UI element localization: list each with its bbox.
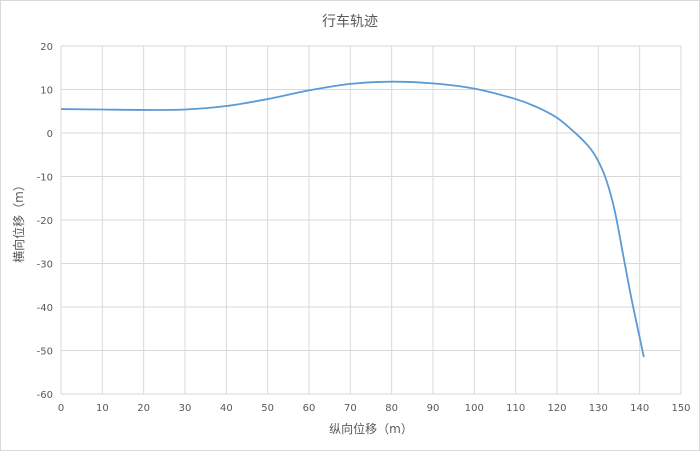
x-tick-label: 120 [547, 403, 566, 414]
x-tick-label: 20 [137, 403, 150, 414]
x-tick-label: 30 [179, 403, 192, 414]
x-tick-label: 90 [427, 403, 440, 414]
grid-layer [60, 45, 682, 395]
series-line [60, 80, 645, 358]
x-tick-label: 110 [506, 403, 525, 414]
x-tick-label: 130 [589, 403, 608, 414]
y-tick-label: -60 [37, 390, 53, 401]
x-tick-label: 60 [303, 403, 316, 414]
y-tick-label: -20 [37, 216, 53, 227]
y-tick-label: -50 [37, 347, 53, 358]
x-tick-label: 0 [58, 403, 64, 414]
y-tick-label: -10 [37, 173, 53, 184]
x-tick-label: 100 [465, 403, 484, 414]
tick-labels: 0 10 20 30 40 50 60 70 80 90 100 110 120 130 140 150201… [37, 42, 691, 414]
x-tick-label: 140 [630, 403, 649, 414]
y-tick-label: 0 [47, 129, 53, 140]
x-tick-label: 10 [96, 403, 109, 414]
x-tick-label: 40 [220, 403, 233, 414]
y-tick-label: -30 [37, 260, 53, 271]
y-axis-title: 横向位移（m） [11, 179, 26, 263]
x-tick-label: 150 [671, 403, 690, 414]
x-tick-label: 50 [261, 403, 274, 414]
y-tick-label: 10 [40, 86, 53, 97]
y-tick-label: -40 [37, 303, 53, 314]
chart-title: 行车轨迹 [322, 13, 378, 30]
x-tick-label: 70 [344, 403, 357, 414]
x-tick-label: 80 [385, 403, 398, 414]
y-tick-label: 20 [40, 42, 53, 53]
series-layer [60, 80, 645, 358]
x-axis-title: 纵向位移（m） [329, 421, 413, 436]
